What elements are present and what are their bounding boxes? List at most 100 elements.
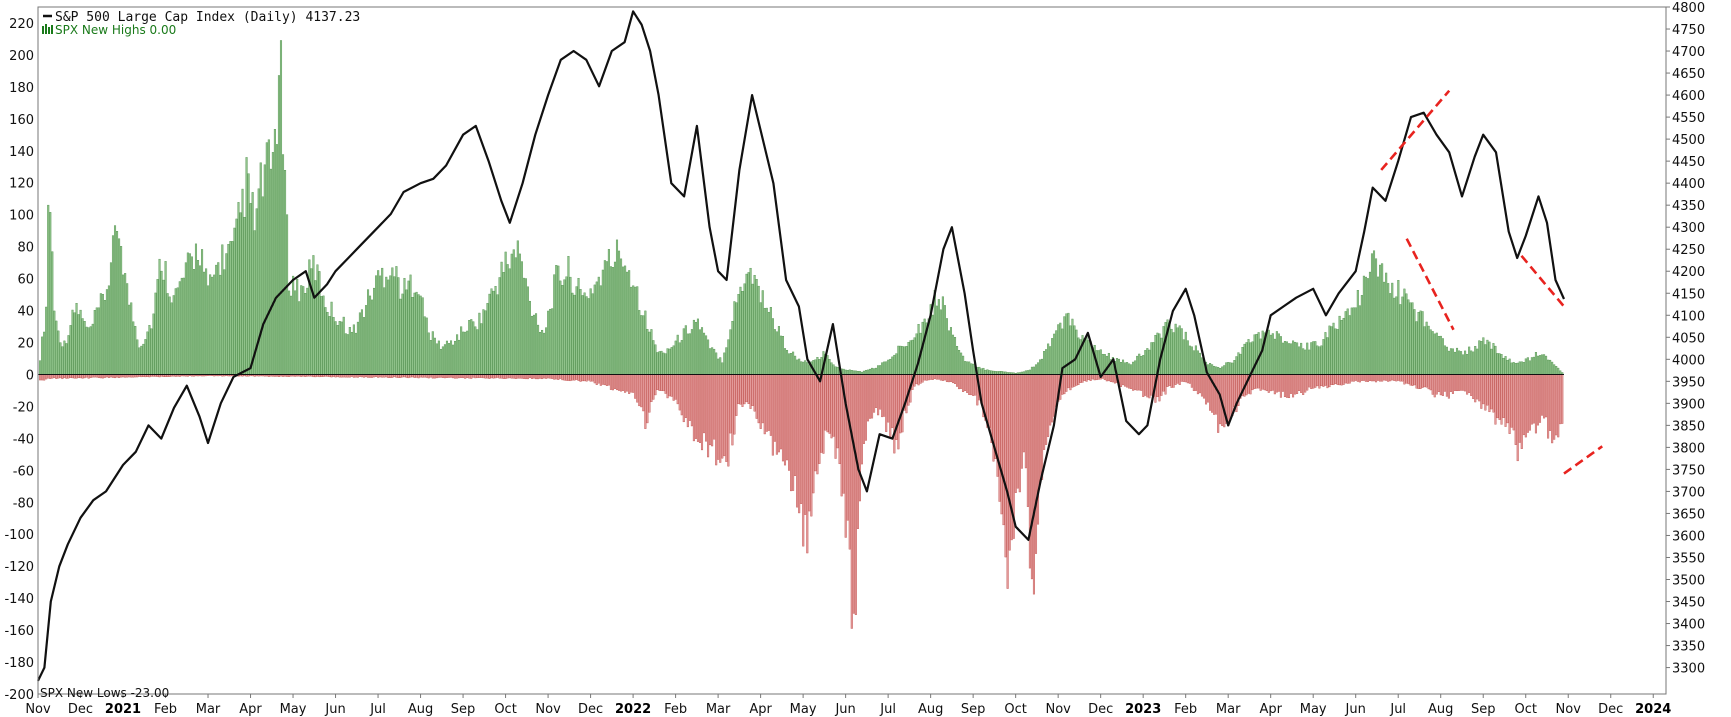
new-highs-bar [676, 334, 679, 375]
new-highs-bar [1391, 282, 1394, 375]
new-highs-bar [275, 144, 278, 375]
new-lows-bar [1445, 374, 1448, 397]
new-lows-bar [646, 374, 649, 424]
x-month-label: Jul [369, 702, 386, 717]
new-highs-bar [686, 333, 689, 375]
new-lows-bar [51, 374, 54, 379]
new-lows-bar [1002, 374, 1005, 526]
new-highs-bar [796, 359, 799, 375]
new-lows-bar [1223, 374, 1226, 428]
new-lows-bar [474, 374, 477, 379]
new-lows-bar [1494, 374, 1497, 425]
new-highs-bar [227, 244, 230, 375]
new-highs-bar [111, 235, 115, 375]
new-lows-bar [1399, 374, 1402, 382]
new-lows-bar [1162, 374, 1165, 392]
new-highs-bar [1360, 295, 1363, 375]
new-highs-bar [1053, 333, 1056, 375]
new-highs-bar [429, 340, 432, 375]
new-lows-bar [698, 374, 702, 443]
right-tick-label: 3750 [1672, 463, 1705, 478]
new-highs-bar [553, 274, 556, 375]
new-highs-bar [587, 298, 590, 375]
new-lows-bar [968, 374, 971, 395]
new-highs-bar [348, 327, 351, 375]
new-highs-bar [93, 310, 96, 375]
new-highs-bar [1273, 338, 1276, 375]
new-highs-bar [1083, 338, 1086, 375]
new-lows-bar [1366, 374, 1369, 382]
new-highs-bar [1370, 253, 1374, 375]
new-highs-bar [156, 279, 159, 375]
new-highs-bar [680, 340, 683, 375]
new-highs-bar [539, 332, 542, 375]
new-lows-bar [433, 374, 436, 379]
new-lows-bar [1504, 374, 1507, 427]
new-highs-bar [1526, 357, 1529, 375]
new-lows-bar [656, 374, 659, 390]
new-highs-bar [1427, 325, 1430, 375]
left-tick-label: -200 [4, 688, 34, 703]
new-lows-bar [1453, 374, 1457, 391]
new-highs-bar [514, 257, 517, 375]
new-lows-bar [947, 374, 950, 383]
new-highs-bar [947, 330, 950, 375]
new-lows-bar [1540, 374, 1544, 416]
new-highs-bar [761, 290, 764, 375]
new-lows-bar [1196, 374, 1199, 395]
new-lows-bar [642, 374, 645, 412]
new-highs-bar [492, 290, 495, 375]
new-lows-bar [1128, 374, 1131, 389]
new-lows-bar [456, 374, 459, 379]
new-highs-bar [1409, 302, 1412, 375]
sp500-price-line [37, 10, 1566, 682]
new-highs-bar [375, 275, 378, 375]
new-highs-bar [836, 366, 839, 375]
new-lows-bar [1532, 374, 1535, 424]
new-lows-bar [1107, 374, 1110, 382]
new-lows-bar [664, 374, 667, 394]
new-lows-bar [696, 374, 699, 442]
new-lows-bar [59, 374, 62, 379]
new-highs-bar [1186, 340, 1189, 375]
new-lows-bar [1172, 374, 1175, 388]
new-lows-bar [407, 374, 410, 379]
new-highs-bar [1069, 325, 1072, 375]
new-highs-bar [132, 321, 135, 375]
new-highs-bar [1213, 365, 1216, 375]
new-lows-bar [692, 374, 695, 442]
new-highs-bar [207, 285, 210, 375]
new-lows-bar [1257, 374, 1260, 389]
new-lows-bar [87, 374, 90, 379]
new-highs-bar [555, 265, 558, 375]
new-lows-bar [1113, 374, 1116, 384]
new-highs-bar [1421, 311, 1424, 375]
new-lows-bar [1182, 374, 1185, 382]
new-highs-bar [1375, 258, 1378, 375]
new-highs-bar [871, 367, 874, 375]
new-lows-bar [589, 374, 592, 382]
new-highs-bar [1387, 283, 1390, 375]
new-highs-bar [953, 337, 957, 375]
new-highs-bar [170, 302, 173, 375]
right-tick-label: 3550 [1672, 551, 1705, 566]
plot-frame [37, 6, 1667, 695]
new-highs-bar [1105, 355, 1108, 375]
new-highs-bar [1087, 340, 1090, 375]
new-lows-bar [873, 374, 876, 413]
new-lows-bar [45, 374, 48, 380]
new-highs-bar [356, 321, 359, 375]
new-lows-bar [1458, 374, 1461, 391]
new-lows-bar [711, 374, 714, 447]
new-lows-bar [601, 374, 604, 385]
new-highs-bar [897, 345, 900, 375]
x-month-label: Feb [1174, 702, 1197, 717]
new-lows-bar [573, 374, 576, 381]
new-highs-bar [318, 271, 321, 375]
new-highs-bar [1269, 334, 1272, 375]
new-lows-bar [879, 374, 882, 410]
new-highs-bar [1476, 348, 1479, 375]
new-lows-bar [686, 374, 689, 428]
annotation-highs-downtrend [1405, 238, 1455, 331]
new-highs-bar [362, 317, 366, 375]
